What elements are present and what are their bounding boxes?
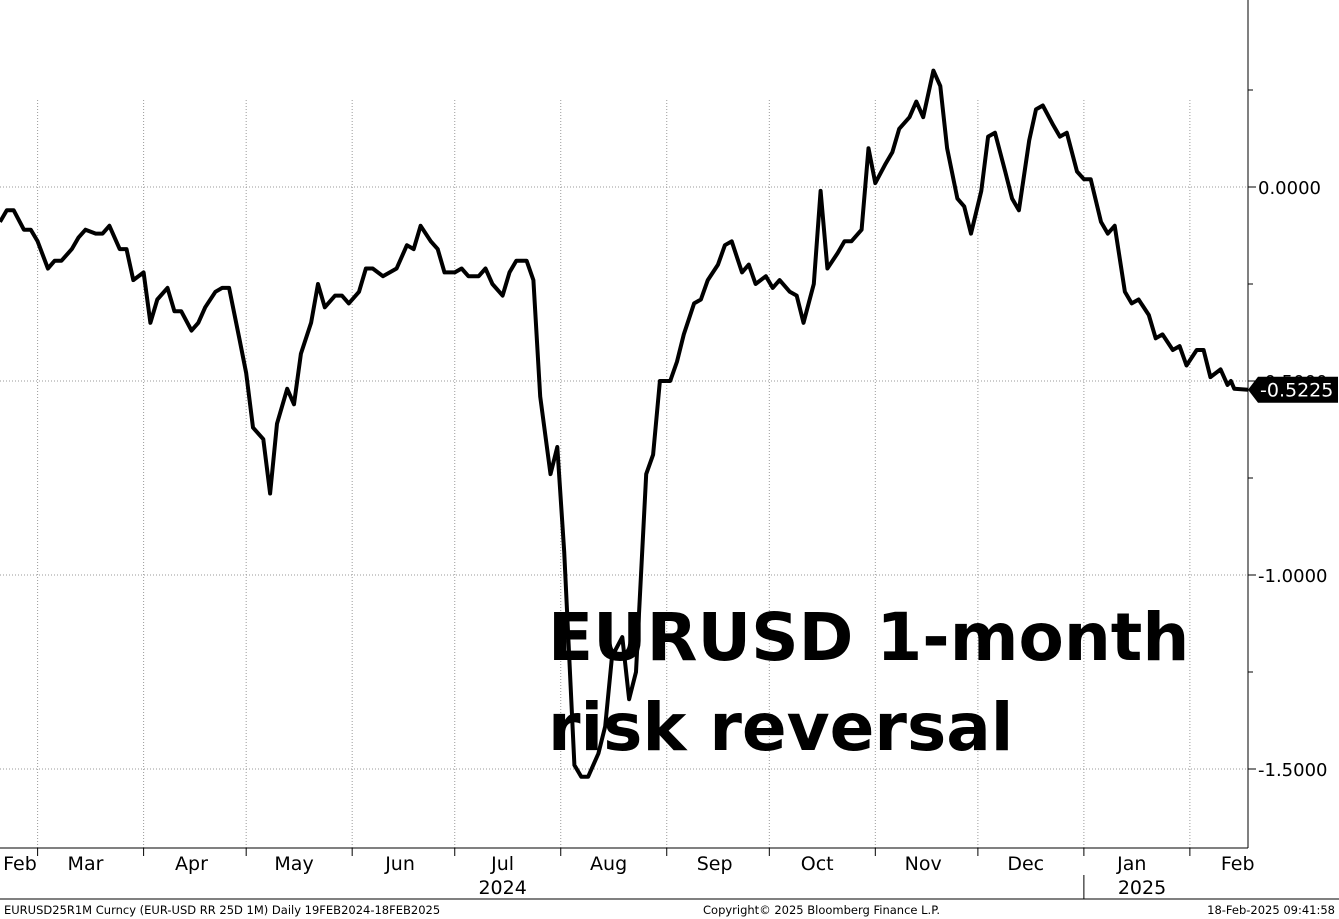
x-tick-label: Nov — [905, 853, 942, 875]
x-tick-label: Sep — [697, 853, 733, 875]
x-axis: Feb Mar Apr May Jun Jul Aug Sep Oct Nov Dec Jan Feb 2… — [0, 847, 1255, 899]
year-label: 2024 — [478, 877, 526, 899]
y-tick-label: -1.0000 — [1258, 566, 1327, 587]
year-label: 2025 — [1118, 877, 1166, 899]
x-tick-label: Feb — [3, 853, 37, 875]
x-tick-label: Mar — [68, 853, 104, 875]
gridlines — [0, 100, 1248, 848]
last-value-label: -0.5225 — [1260, 380, 1333, 402]
x-tick-label: Jul — [490, 853, 514, 875]
y-axis: 0.0000-0.5000-1.0000-1.5000 — [1247, 0, 1327, 848]
x-tick-label: Jun — [384, 853, 415, 875]
chart-title-line-2: risk reversal — [548, 689, 1013, 766]
x-tick-label: Apr — [175, 853, 208, 875]
x-tick-label: Aug — [590, 853, 627, 875]
last-value-tag — [1248, 376, 1338, 403]
y-tick-label: 0.0000 — [1258, 178, 1321, 199]
series-line — [0, 68, 1249, 779]
x-tick-label: Dec — [1007, 853, 1044, 875]
footer-timestamp: 18-Feb-2025 09:41:58 — [1207, 903, 1335, 917]
x-tick-label: Feb — [1221, 853, 1255, 875]
x-tick-label: Jan — [1116, 853, 1146, 875]
footer-copyright: Copyright© 2025 Bloomberg Finance L.P. — [703, 903, 940, 917]
footer-ticker: EURUSD25R1M Curncy (EUR-USD RR 25D 1M) D… — [4, 903, 440, 917]
y-tick-label: -1.5000 — [1258, 760, 1327, 781]
last-value-marker: -0.5225 — [1248, 376, 1338, 403]
chart-title-line-1: EURUSD 1-month — [548, 599, 1189, 676]
x-tick-label: Oct — [801, 853, 834, 875]
x-tick-label: May — [274, 853, 313, 875]
